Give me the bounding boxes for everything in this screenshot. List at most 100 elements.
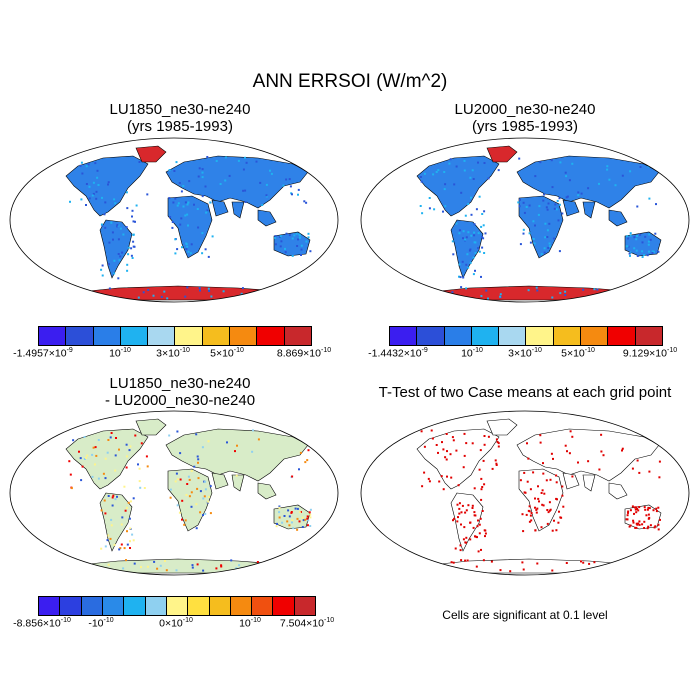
grid-cell: [111, 504, 114, 507]
grid-cell: [226, 441, 228, 444]
map-border: [9, 137, 339, 303]
grid-cell: [120, 523, 123, 526]
cb1-label-c: 5×10-10: [210, 347, 244, 360]
grid-cell: [566, 450, 568, 453]
cb1-swatch: [175, 327, 203, 345]
grid-cell: [134, 220, 136, 223]
south-america-shape: [450, 492, 484, 552]
grid-cell: [477, 519, 479, 522]
grid-cell: [481, 486, 484, 488]
grid-cell: [483, 529, 486, 532]
grid-cell: [631, 297, 634, 300]
grid-cell: [91, 194, 94, 197]
grid-cell: [629, 524, 632, 527]
grid-cell: [441, 565, 443, 568]
grid-cell: [631, 568, 634, 571]
grid-cell: [305, 201, 308, 204]
grid-cell: [454, 547, 457, 550]
grid-cell: [83, 458, 86, 460]
grid-cell: [146, 465, 149, 468]
grid-cell: [199, 511, 202, 514]
grid-cell: [474, 514, 477, 517]
grid-cell: [126, 530, 128, 533]
grid-cell: [478, 250, 481, 253]
grid-cell: [463, 159, 466, 162]
grid-cell: [129, 527, 132, 530]
grid-cell: [608, 178, 611, 181]
grid-cell: [535, 286, 538, 289]
grid-cell: [146, 193, 149, 196]
grid-cell: [208, 290, 211, 292]
grid-cell: [139, 486, 142, 489]
grid-cell: [284, 247, 286, 250]
grid-cell: [241, 287, 244, 290]
grid-cell: [86, 454, 89, 457]
grid-cell: [201, 176, 204, 179]
map-border: [360, 137, 690, 303]
grid-cell: [272, 568, 274, 570]
grid-cell: [203, 495, 206, 498]
grid-cell: [642, 560, 645, 563]
grid-cell: [484, 535, 486, 538]
grid-cell: [643, 254, 646, 256]
grid-cell: [168, 197, 171, 200]
grid-cell: [305, 240, 308, 243]
grid-cell: [293, 234, 296, 237]
grid-cell: [128, 449, 131, 452]
panel2-colorbar: [389, 326, 663, 346]
grid-cell: [79, 457, 82, 460]
grid-cell: [106, 451, 109, 454]
cb3-swatch: [102, 597, 125, 615]
grid-cell: [179, 452, 182, 455]
significance-note: Cells are significant at 0.1 level: [442, 608, 608, 622]
grid-cell: [113, 198, 116, 201]
grid-cell: [110, 221, 113, 224]
grid-cell: [487, 177, 490, 180]
grid-cell: [85, 204, 87, 206]
grid-cell: [577, 461, 579, 464]
grid-cell: [580, 560, 582, 563]
grid-cell: [519, 479, 522, 482]
grid-cell: [448, 162, 451, 165]
grid-cell: [538, 500, 540, 503]
grid-cell: [445, 458, 448, 461]
grid-cell: [518, 157, 521, 160]
grid-cell: [655, 507, 658, 510]
grid-cell: [224, 179, 227, 182]
grid-cell: [473, 487, 476, 490]
grid-cell: [644, 235, 647, 238]
grid-cell: [499, 293, 502, 296]
grid-cell: [81, 465, 84, 468]
north-america-shape: [65, 155, 149, 217]
grid-cell: [207, 500, 210, 503]
grid-cell: [481, 510, 484, 512]
grid-cell: [210, 295, 213, 298]
grid-cell: [107, 495, 110, 497]
grid-cell: [278, 567, 281, 570]
grid-cell: [657, 506, 660, 509]
panel3-map: [9, 410, 339, 576]
grid-cell: [196, 208, 199, 210]
grid-cell: [272, 295, 275, 298]
grid-cell: [306, 515, 309, 518]
grid-cell: [469, 261, 472, 264]
grid-cell: [480, 498, 483, 501]
greenland-shape: [135, 418, 167, 436]
grid-cell: [631, 562, 633, 565]
grid-cell: [472, 526, 475, 529]
grid-cell: [419, 292, 422, 295]
grid-cell: [125, 506, 128, 509]
grid-cell: [565, 562, 568, 564]
grid-cell: [437, 451, 439, 454]
grid-cell: [648, 470, 651, 473]
grid-cell: [195, 503, 198, 506]
grid-cell: [125, 466, 128, 469]
cb2-swatch: [390, 327, 418, 345]
grid-cell: [461, 504, 464, 507]
grid-cell: [558, 197, 561, 200]
grid-cell: [245, 161, 248, 164]
grid-cell: [121, 251, 124, 254]
grid-cell: [104, 457, 107, 460]
grid-cell: [435, 292, 437, 295]
grid-cell: [437, 569, 439, 572]
